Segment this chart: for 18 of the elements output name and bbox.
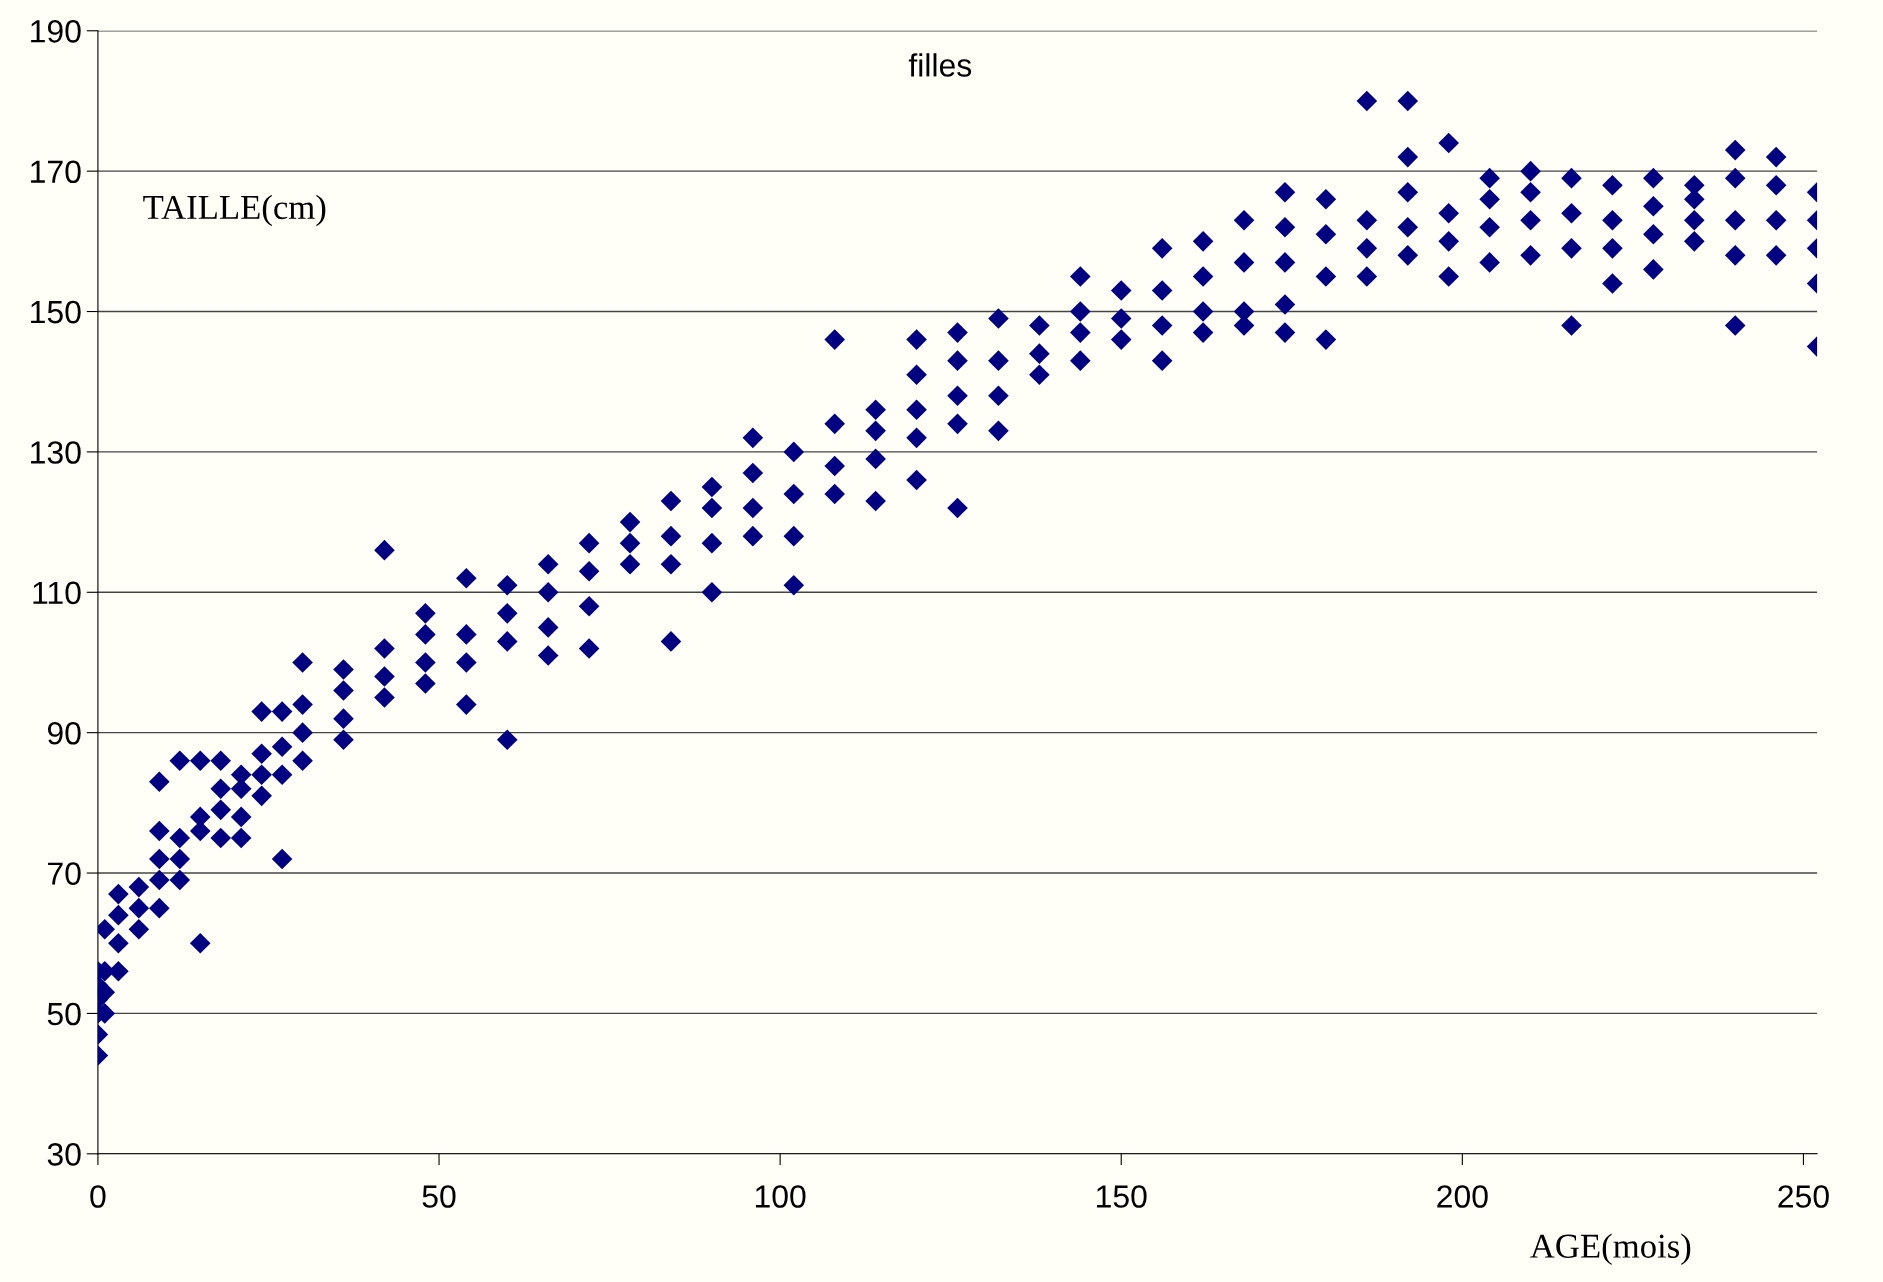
x-tick-label: 0 [90,1185,106,1208]
x-tick-label: 50 [422,1185,456,1208]
x-tick-label: 250 [1778,1185,1829,1208]
y-tick-label: 110 [33,581,81,605]
y-tick-label: 70 [48,862,81,885]
y-tick-label: 170 [31,160,81,184]
y-axis-title: TAILLE(cm) [143,194,326,227]
x-tick-label: 150 [1097,1185,1147,1208]
y-tick-label: 150 [31,300,81,324]
y-tick-label: 190 [31,20,81,43]
x-tick-label: 100 [755,1185,806,1208]
y-tick-label: 90 [47,721,81,745]
y-tick-label: 30 [47,1143,81,1166]
x-tick-label: 200 [1437,1185,1488,1208]
text: filles [908,53,972,77]
y-tick-label: 50 [47,1002,81,1026]
y-tick-label: 130 [31,441,81,464]
x-axis-title: AGE(mois) [1530,1233,1691,1265]
